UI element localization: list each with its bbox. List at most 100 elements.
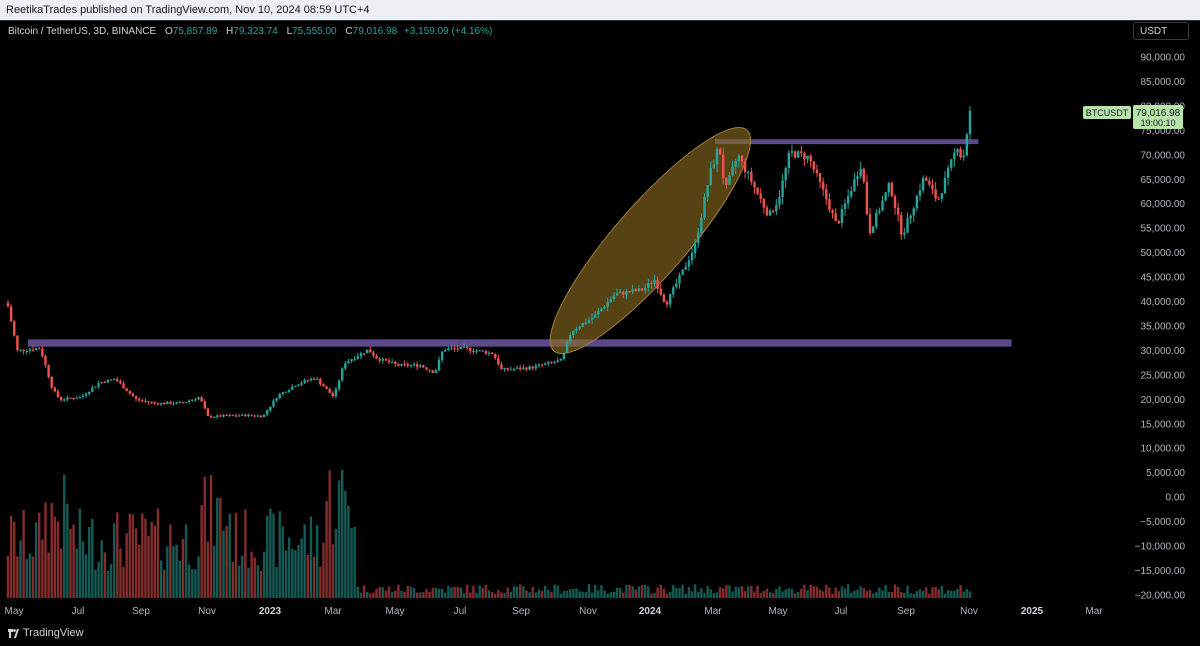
candle-body [562, 352, 566, 360]
candle-body [756, 187, 759, 194]
tradingview-icon [8, 628, 19, 638]
candle-body [244, 414, 247, 417]
y-tick-label: 0.00 [1166, 493, 1186, 504]
candle-body [166, 402, 169, 404]
candle-body [415, 364, 419, 367]
volume-bar [497, 589, 500, 598]
volume-bar [572, 588, 575, 598]
candle-body [222, 415, 225, 417]
volume-bar [390, 592, 394, 598]
volume-bar [509, 591, 513, 598]
tradingview-logo[interactable]: TradingView [8, 627, 84, 639]
candle-body [743, 161, 747, 173]
volume-bar [887, 591, 890, 598]
candle-body [103, 381, 107, 383]
candle-body [178, 402, 181, 404]
candle-body [316, 378, 319, 380]
candle-body [653, 279, 656, 284]
candle-body [706, 185, 709, 197]
candle-body [387, 360, 391, 363]
candle-body [965, 134, 969, 156]
volume-bar [462, 593, 466, 598]
candle-body [291, 386, 294, 390]
candle-body [900, 215, 903, 235]
volume-bar [690, 591, 694, 598]
volume-bar [637, 586, 641, 598]
volume-bar [775, 588, 778, 598]
candle-body [793, 151, 797, 158]
volume-bar [375, 588, 378, 598]
volume-bar [44, 502, 47, 598]
currency-button[interactable]: USDT [1133, 22, 1189, 40]
volume-bar [800, 588, 803, 598]
x-tick-label: Nov [198, 606, 216, 617]
volume-bar [915, 591, 919, 598]
volume-bar [309, 516, 313, 598]
candle-body [384, 358, 388, 361]
volume-bar [319, 566, 322, 598]
volume-bar [59, 548, 63, 598]
candle-body [409, 365, 413, 367]
volume-bar [890, 592, 894, 598]
volume-bar [359, 592, 363, 598]
volume-bar [266, 515, 269, 598]
candle-body [672, 287, 675, 295]
candle-body [946, 167, 950, 178]
support-zone-1 [27, 339, 1012, 347]
candle-body [812, 161, 816, 170]
candle-body [906, 218, 909, 233]
volume-bar [331, 544, 335, 598]
volume-bar [356, 586, 360, 598]
time-axis: May Jul Sep Nov 2023 Mar May Jul Sep Nov 2024 Mar Ma… [5, 606, 1104, 617]
candle-body [16, 335, 19, 351]
candle-body [778, 196, 781, 206]
last-price-value: 79,016.98 [1136, 108, 1181, 119]
candle-body [431, 370, 434, 373]
candle-body [762, 199, 766, 208]
candle-body [344, 363, 347, 369]
candle-body [6, 302, 10, 307]
candle-body [287, 389, 291, 392]
candle-body [456, 348, 459, 350]
volume-bar [884, 585, 887, 598]
volume-bar [500, 592, 503, 598]
volume-bar [244, 509, 247, 598]
candle-body [737, 155, 741, 161]
candle-body [712, 164, 716, 168]
candle-body [600, 308, 603, 312]
candle-body [597, 311, 600, 315]
volume-bar [612, 591, 616, 598]
change-value: +3,159.09 (+4.16%) [403, 26, 493, 37]
candle-body [34, 348, 38, 351]
volume-bar [547, 589, 550, 598]
volume-bar [16, 556, 19, 598]
publisher-line: ReetikaTrades published on TradingView.c… [6, 4, 370, 16]
candle-body [609, 299, 612, 302]
volume-bar [459, 587, 463, 598]
candle-body [131, 393, 135, 397]
candle-body [690, 252, 694, 261]
volume-bar [893, 584, 897, 598]
volume-bar [72, 524, 75, 598]
last-price-tag [1133, 105, 1183, 129]
candle-body [25, 351, 28, 353]
candle-body [603, 306, 606, 309]
candle-body [272, 400, 275, 407]
candle-body [568, 335, 572, 343]
volume-bar [815, 586, 819, 598]
candle-body [462, 346, 466, 348]
price-axis: 90,000.0085,000.0080,000.0075,000.0070,0… [1135, 53, 1186, 602]
x-tick-label: 2023 [259, 606, 282, 617]
volume-bar [456, 586, 459, 598]
candle-body [731, 166, 734, 176]
volume-bar [53, 516, 57, 598]
candle-body [519, 367, 522, 370]
volume-bar [47, 552, 50, 598]
volume-bar [465, 584, 469, 598]
candle-body [853, 179, 856, 192]
volume-bar [187, 564, 191, 598]
volume-bar [534, 592, 538, 598]
candle-body [209, 416, 213, 418]
